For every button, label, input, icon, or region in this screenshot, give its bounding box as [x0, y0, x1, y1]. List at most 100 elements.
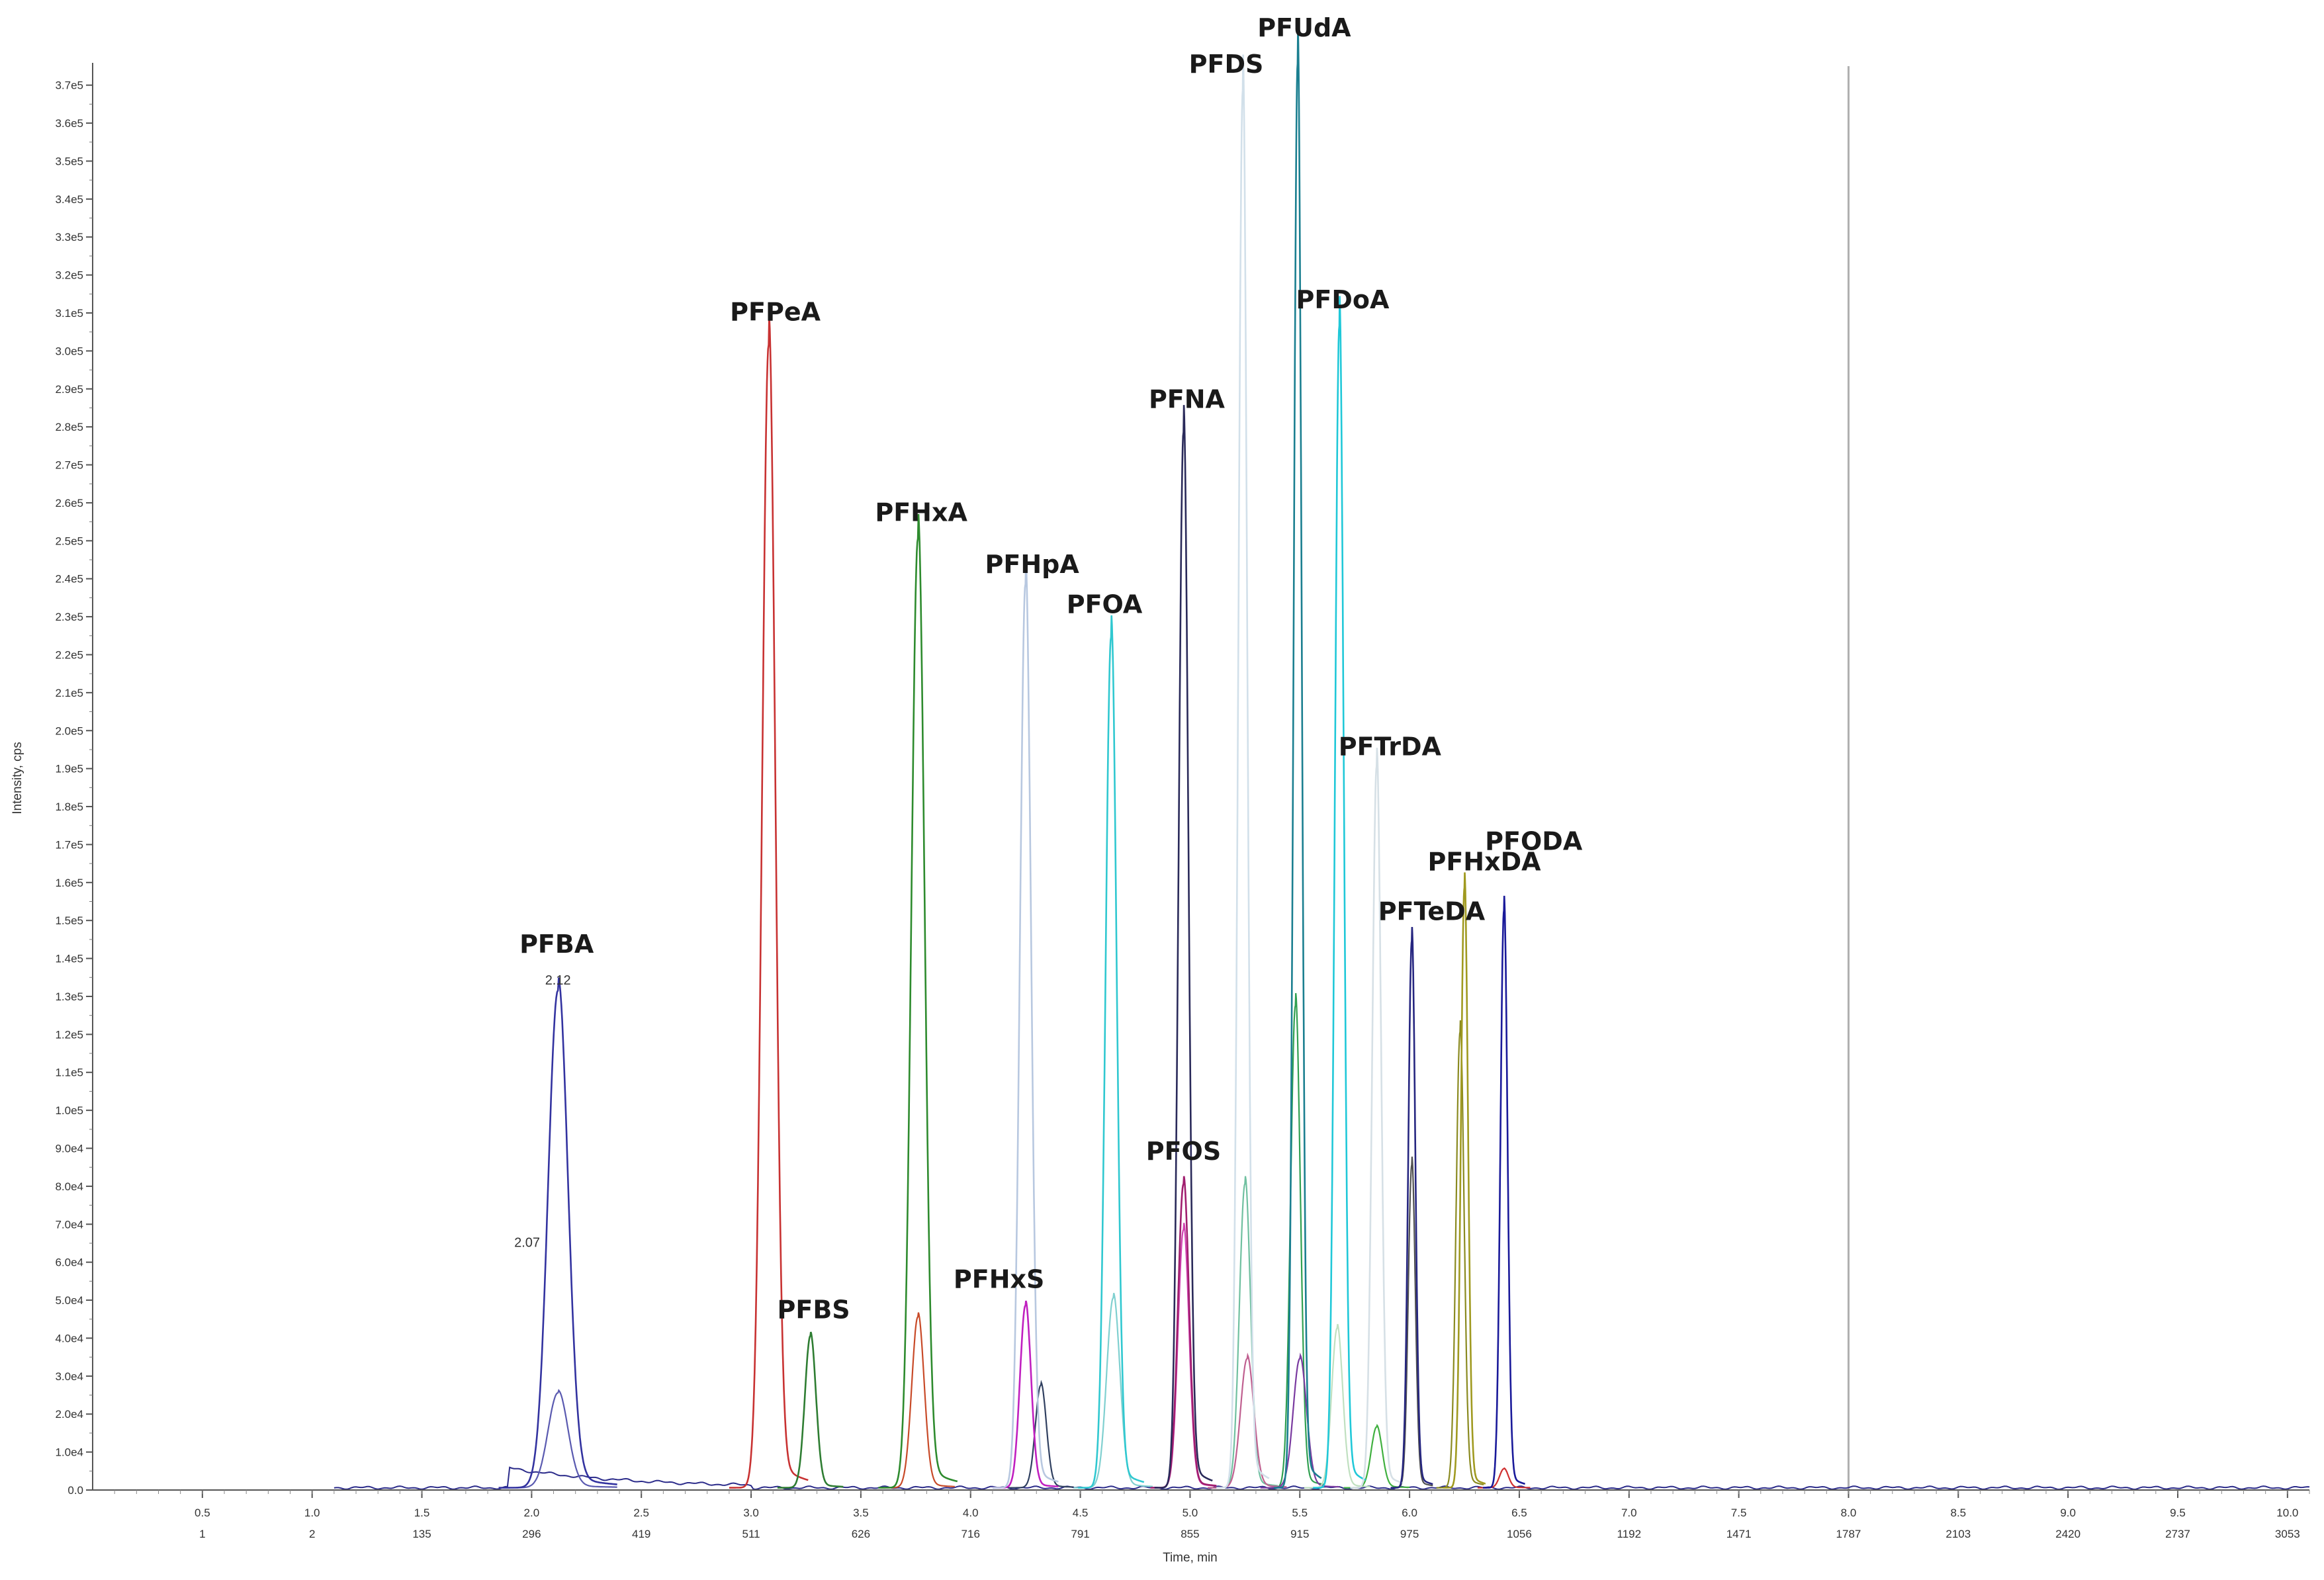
y-tick-label: 3.5e5 — [55, 155, 83, 167]
scan-tick-label: 915 — [1290, 1528, 1309, 1540]
scan-tick-label: 716 — [961, 1528, 980, 1540]
peak-trace-pfteda — [1390, 926, 1433, 1489]
x-tick-label: 8.0 — [1841, 1507, 1857, 1519]
y-tick-label: 8.0e4 — [55, 1180, 83, 1193]
peak-trace-pfoa — [1078, 615, 1145, 1489]
y-tick-label: 3.3e5 — [55, 231, 83, 243]
y-tick-label: 2.4e5 — [55, 573, 83, 586]
y-tick-label: 2.3e5 — [55, 611, 83, 623]
x-tick-label: 2.0 — [524, 1507, 540, 1519]
y-tick-label: 2.2e5 — [55, 648, 83, 661]
scan-tick-label: 1192 — [1617, 1528, 1642, 1540]
x-tick-label: 9.0 — [2060, 1507, 2076, 1519]
scan-tick-label: 419 — [632, 1528, 650, 1540]
series-layer — [334, 27, 2310, 1491]
y-tick-label: 2.9e5 — [55, 383, 83, 396]
x-tick-label: 9.5 — [2170, 1507, 2186, 1519]
y-axis-title: Intensity, cps — [11, 742, 24, 814]
y-tick-label: 3.0e5 — [55, 345, 83, 357]
x-tick-label: 2.5 — [633, 1507, 649, 1519]
y-tick-label: 1.1e5 — [55, 1067, 83, 1079]
scan-tick-label: 1787 — [1836, 1528, 1861, 1540]
x-tick-label: 5.5 — [1292, 1507, 1308, 1519]
x-tick-label: 4.0 — [963, 1507, 979, 1519]
peak-trace-pfna — [1154, 405, 1213, 1489]
peak-trace-pfds — [1216, 54, 1270, 1489]
scan-tick-label: 1 — [199, 1528, 205, 1540]
peak-label-pftrda: PFTrDA — [1339, 732, 1442, 762]
y-tick-label: 1.2e5 — [55, 1028, 83, 1041]
scan-tick-label: 1471 — [1726, 1528, 1752, 1540]
minor-peak-trace — [1260, 1352, 1340, 1489]
scan-tick-label: 975 — [1400, 1528, 1419, 1540]
scan-tick-label: 2103 — [1945, 1528, 1971, 1540]
peak-label-pfbs: PFBS — [778, 1295, 850, 1324]
y-tick-label: 5.0e4 — [55, 1294, 83, 1307]
y-tick-label: 7.0e4 — [55, 1218, 83, 1231]
y-tick-label: 3.6e5 — [55, 117, 83, 130]
scan-tick-label: 626 — [852, 1528, 870, 1540]
y-tick-label: 2.0e4 — [55, 1408, 83, 1421]
peak-label-pfna: PFNA — [1149, 385, 1226, 414]
peak-label-pfos: PFOS — [1146, 1137, 1221, 1166]
y-tick-label: 2.5e5 — [55, 535, 83, 547]
peak-label-pfuda: PFUdA — [1257, 13, 1351, 42]
x-tick-label: 7.5 — [1731, 1507, 1747, 1519]
y-tick-label: 1.8e5 — [55, 801, 83, 813]
y-tick-label: 4.0e4 — [55, 1332, 83, 1344]
y-tick-label: 3.4e5 — [55, 193, 83, 206]
y-tick-label: 0.0 — [67, 1484, 83, 1497]
scan-tick-label: 2737 — [2165, 1528, 2190, 1540]
peak-trace-pfuda — [1274, 27, 1322, 1489]
x-tick-label: 3.5 — [853, 1507, 869, 1519]
scan-tick-label: 3053 — [2275, 1528, 2300, 1540]
minor-peak-trace — [1008, 1380, 1074, 1489]
peak-label-pfpea: PFPeA — [730, 298, 821, 327]
scan-tick-label: 2420 — [2055, 1528, 2080, 1540]
y-tick-label: 2.1e5 — [55, 687, 83, 699]
y-tick-label: 1.0e5 — [55, 1104, 83, 1117]
x-tick-label: 1.5 — [414, 1507, 430, 1519]
y-tick-label: 1.7e5 — [55, 838, 83, 851]
x-tick-label: 6.5 — [1511, 1507, 1527, 1519]
peak-trace-pfpea — [729, 315, 809, 1489]
x-tick-label: 7.0 — [1621, 1507, 1637, 1519]
y-tick-label: 1.9e5 — [55, 763, 83, 775]
x-tick-label: 10.0 — [2276, 1507, 2298, 1519]
peak-label-pfds: PFDS — [1189, 50, 1264, 79]
y-tick-label: 3.0e4 — [55, 1370, 83, 1383]
apex-annotation: 2.07 — [514, 1236, 540, 1251]
y-tick-label: 3.2e5 — [55, 269, 83, 282]
peak-trace-pfba — [498, 977, 617, 1489]
y-tick-label: 3.7e5 — [55, 79, 83, 92]
peak-trace-pftrda — [1350, 748, 1404, 1489]
peak-trace-pfhxda — [1443, 872, 1486, 1489]
scan-tick-label: 855 — [1181, 1528, 1199, 1540]
x-tick-label: 0.5 — [195, 1507, 210, 1519]
x-tick-label: 3.0 — [743, 1507, 759, 1519]
x-tick-label: 1.0 — [304, 1507, 320, 1519]
y-tick-label: 2.7e5 — [55, 459, 83, 472]
y-tick-label: 2.8e5 — [55, 421, 83, 433]
peak-trace-pfdoa — [1313, 296, 1366, 1489]
y-tick-label: 1.4e5 — [55, 953, 83, 965]
scan-tick-label: 296 — [522, 1528, 541, 1540]
peak-label-pfhpa: PFHpA — [985, 550, 1080, 579]
x-tick-label: 5.0 — [1183, 1507, 1198, 1519]
x-tick-label: 8.5 — [1950, 1507, 1966, 1519]
scan-tick-label: 2 — [309, 1528, 315, 1540]
peak-label-pfba: PFBA — [519, 930, 594, 959]
y-tick-label: 1.6e5 — [55, 877, 83, 889]
peak-trace-pfhpa — [992, 560, 1059, 1489]
peak-label-pfoa: PFOA — [1067, 590, 1143, 619]
y-tick-label: 3.1e5 — [55, 307, 83, 320]
scan-tick-label: 1056 — [1507, 1528, 1532, 1540]
scan-tick-label: 791 — [1071, 1528, 1089, 1540]
peak-trace-pfbs — [777, 1331, 844, 1489]
axes-layer: 0.0 1.0e4 2.0e4 3.0e4 4.0e4 5.0e4 6.0e4 7.0e4 8.… — [55, 63, 2310, 1540]
peak-label-pfhxs: PFHxS — [954, 1265, 1045, 1294]
x-tick-label: 4.5 — [1073, 1507, 1089, 1519]
y-tick-label: 1.5e5 — [55, 914, 83, 927]
